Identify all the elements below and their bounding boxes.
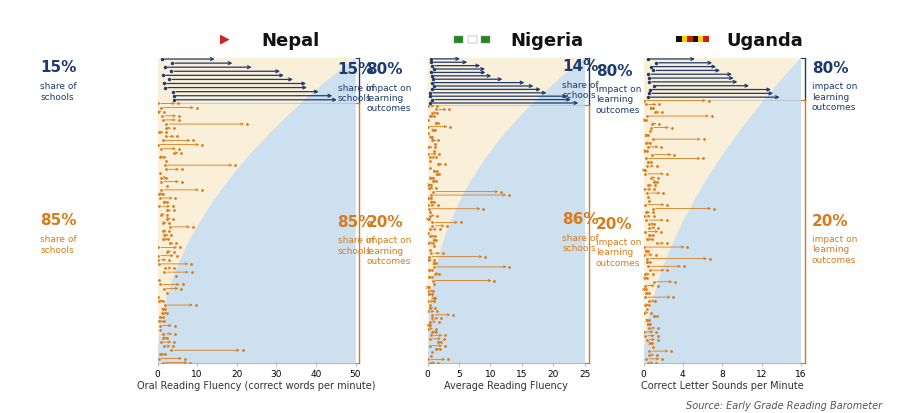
- Text: impact on
learning
outcomes: impact on learning outcomes: [812, 235, 857, 265]
- Text: 80%: 80%: [812, 61, 849, 76]
- Polygon shape: [644, 58, 801, 363]
- Text: 85%: 85%: [40, 213, 77, 228]
- Text: 20%: 20%: [596, 216, 633, 232]
- Text: share of
schools: share of schools: [40, 82, 77, 102]
- Text: share of
schools: share of schools: [562, 81, 599, 100]
- X-axis label: Correct Letter Sounds per Minute: Correct Letter Sounds per Minute: [641, 382, 804, 392]
- Text: 20%: 20%: [812, 214, 849, 229]
- X-axis label: Oral Reading Fluency (correct words per minute): Oral Reading Fluency (correct words per …: [137, 382, 376, 392]
- Text: impact on
learning
outcomes: impact on learning outcomes: [812, 82, 857, 112]
- Text: impact on
learning
outcomes: impact on learning outcomes: [366, 236, 411, 266]
- Text: 86%: 86%: [562, 212, 599, 227]
- Text: 80%: 80%: [596, 64, 633, 79]
- Text: share of
schools: share of schools: [562, 234, 599, 253]
- Text: impact on
learning
outcomes: impact on learning outcomes: [596, 85, 641, 115]
- Text: 80%: 80%: [366, 62, 403, 77]
- Text: share of
schools: share of schools: [338, 84, 374, 103]
- Text: Source: Early Grade Reading Barometer: Source: Early Grade Reading Barometer: [686, 401, 882, 411]
- Polygon shape: [428, 58, 585, 363]
- Text: 15%: 15%: [338, 62, 374, 77]
- Text: 14%: 14%: [562, 59, 598, 74]
- Text: 20%: 20%: [366, 215, 403, 230]
- Text: Nigeria: Nigeria: [511, 32, 584, 50]
- Text: impact on
learning
outcomes: impact on learning outcomes: [596, 238, 641, 268]
- Text: share of
schools: share of schools: [40, 235, 77, 254]
- Polygon shape: [158, 58, 356, 363]
- Text: 15%: 15%: [40, 60, 76, 75]
- Text: share of
schools: share of schools: [338, 237, 374, 256]
- X-axis label: Average Reading Fluency: Average Reading Fluency: [445, 382, 568, 392]
- Text: Uganda: Uganda: [727, 32, 804, 50]
- Text: 85%: 85%: [338, 214, 374, 230]
- Text: ▶: ▶: [220, 33, 230, 46]
- Text: impact on
learning
outcomes: impact on learning outcomes: [366, 83, 411, 113]
- Text: Nepal: Nepal: [261, 32, 320, 50]
